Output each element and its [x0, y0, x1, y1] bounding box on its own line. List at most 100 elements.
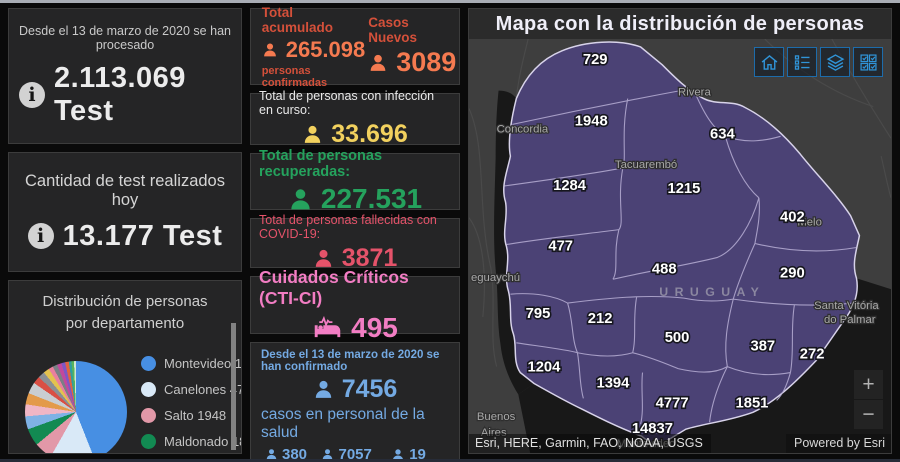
- legend-item: Salto 1948: [141, 405, 241, 426]
- critical-label: Cuidados Críticos (CTI-CI): [259, 266, 409, 308]
- region-value-label: 1948: [575, 113, 608, 129]
- tests-today-value: 13.177 Test: [62, 219, 223, 252]
- region-value-label: 729: [583, 52, 608, 68]
- legend-button[interactable]: [787, 47, 817, 77]
- zoom-controls: + −: [854, 370, 883, 429]
- basemap-button[interactable]: [853, 47, 883, 77]
- middle-column: Total acumulado 265.098 personas confirm…: [250, 4, 460, 462]
- city-label: Melo: [797, 217, 822, 229]
- department-borders: [504, 89, 857, 431]
- city-label: eguaychú: [471, 272, 520, 284]
- person-icon: [288, 187, 313, 212]
- window-edge-top: [0, 0, 900, 3]
- legend-item: Montevideo 14.837: [141, 353, 242, 374]
- staff-stat-active: 380 Activos: [265, 446, 312, 462]
- city-label: Rivera: [678, 87, 711, 99]
- card-accumulated: Total acumulado 265.098 personas confirm…: [250, 4, 460, 89]
- legend-label: Montevideo 14.837: [164, 355, 242, 371]
- window-edge-bottom: [0, 459, 900, 462]
- map-body: Concordia Rivera Tacuarembó Melo eguaychú Bue…: [469, 39, 891, 453]
- region-value-label: 1851: [736, 395, 769, 411]
- total-tests-label: Desde el 13 de marzo de 2020 se han proc…: [19, 24, 231, 52]
- zoom-in-button[interactable]: +: [854, 370, 883, 399]
- deceased-label: Total de personas fallecidas con COVID-1…: [259, 213, 437, 241]
- person-icon: [368, 53, 388, 73]
- region-value-label: 488: [652, 261, 677, 277]
- region-value-label: 500: [665, 330, 690, 346]
- left-column: Desde el 13 de marzo de 2020 se han proc…: [8, 8, 242, 454]
- zoom-out-button[interactable]: −: [854, 400, 883, 429]
- region-value-label: 1284: [553, 178, 587, 194]
- region-value-label: 1215: [668, 181, 701, 197]
- layers-icon: [825, 52, 846, 73]
- city-label: do Palmar: [824, 314, 876, 326]
- region-value-label: 290: [780, 265, 805, 281]
- legend-color-dot: [141, 407, 156, 423]
- legend-label: Canelones 4777: [164, 381, 241, 397]
- card-distribution: Distribución de personas por departament…: [8, 280, 242, 454]
- card-total-tests: Desde el 13 de marzo de 2020 se han proc…: [8, 8, 242, 144]
- uruguay-country[interactable]: [503, 41, 861, 445]
- legend-color-dot: [141, 381, 156, 397]
- map-canvas[interactable]: Concordia Rivera Tacuarembó Melo eguaychú Bue…: [469, 39, 891, 453]
- pie-legend: Montevideo 14.837 Canelones 4777 Salto 194…: [131, 347, 242, 454]
- region-value-label: 4777: [656, 395, 689, 411]
- staff-deceased-value: 19: [409, 446, 426, 462]
- home-button[interactable]: [754, 47, 784, 77]
- info-icon[interactable]: [19, 82, 45, 108]
- accumulated-label: Total acumulado: [261, 4, 333, 35]
- layers-button[interactable]: [820, 47, 850, 77]
- active-label: Total de personas con infección en curso…: [259, 89, 435, 117]
- new-cases-value: 3089: [396, 47, 457, 77]
- person-icon: [313, 379, 334, 400]
- legend-scrollbar[interactable]: [231, 323, 236, 450]
- staff-stat-deceased: 19 Fallecidos: [391, 446, 445, 462]
- region-value-labels: 729 1948 634 1284 1215 402 477 488 290 795 212 500 3…: [524, 50, 826, 439]
- map-title: Mapa con la distribución de personas: [469, 9, 891, 39]
- city-label: Tacuarembó: [615, 159, 677, 171]
- pie-chart: [25, 360, 127, 453]
- staff-label: Desde el 13 de marzo de 2020 se han conf…: [261, 349, 440, 373]
- powered-by-esri: Powered by Esri: [785, 434, 891, 453]
- critical-value: 495: [351, 311, 398, 343]
- accumulated-value: 265.098: [285, 36, 366, 62]
- recovered-value: 227.531: [320, 183, 423, 214]
- legend-item: Canelones 4777: [141, 379, 241, 400]
- staff-sublabel: casos en personal de la salud: [261, 406, 425, 441]
- staff-active-value: 380: [282, 446, 308, 462]
- info-icon[interactable]: [27, 223, 54, 249]
- country-label: URUGUAY: [659, 285, 765, 299]
- card-tests-today: Cantidad de test realizados hoy 13.177 T…: [8, 152, 242, 272]
- legend-icon: [792, 52, 813, 73]
- recovered-label: Total de personas recuperadas:: [259, 148, 383, 180]
- deceased-value: 3871: [341, 244, 398, 272]
- accumulated-sublabel: personas confirmadas: [261, 64, 328, 89]
- region-value-label: 402: [780, 210, 805, 226]
- staff-recovered-value: 7057: [338, 446, 372, 462]
- region-value-label: 387: [750, 339, 775, 355]
- card-deceased: Total de personas fallecidas con COVID-1…: [250, 213, 460, 272]
- region-value-label: 795: [526, 306, 551, 322]
- region-value-label: 212: [588, 311, 613, 327]
- region-value-label: 14837: [632, 421, 673, 437]
- tests-today-label: Cantidad de test realizados hoy: [25, 171, 225, 209]
- water: [494, 90, 891, 453]
- city-label: Buenos: [477, 411, 516, 423]
- hospital-bed-icon: [312, 316, 343, 340]
- legend-label: Salto 1948: [164, 407, 227, 423]
- total-tests-value: 2.113.069 Test: [54, 62, 186, 127]
- map-card: Mapa con la distribución de personas: [468, 8, 892, 454]
- distribution-title: Distribución de personas por departament…: [42, 293, 208, 332]
- card-health-staff: Desde el 13 de marzo de 2020 se han conf…: [250, 342, 460, 462]
- active-value: 33.696: [331, 120, 408, 148]
- region-value-label: 272: [800, 347, 825, 363]
- legend-color-dot: [141, 433, 156, 449]
- card-active-infections: Total de personas con infección en curso…: [250, 89, 460, 148]
- legend-item: Maldonado 1851: [141, 431, 241, 452]
- legend-color-dot: [141, 355, 156, 371]
- card-recovered: Total de personas recuperadas: 227.531: [250, 148, 460, 214]
- basemap-gallery-icon: [858, 52, 879, 73]
- new-cases-label: Casos Nuevos: [368, 15, 418, 45]
- map-attribution: Esri, HERE, Garmin, FAO, NOAA, USGS: [469, 434, 711, 453]
